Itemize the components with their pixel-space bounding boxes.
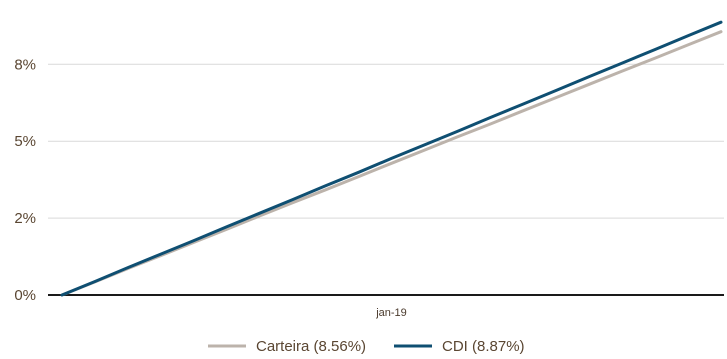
x-tick-label: jan-19 — [375, 307, 407, 319]
legend-label: CDI (8.87%) — [442, 338, 525, 355]
y-tick-label: 2% — [14, 210, 36, 227]
grid-lines — [48, 63, 724, 219]
y-tick-label: 5% — [14, 133, 36, 150]
series-lines — [60, 20, 723, 297]
y-tick-label: 0% — [14, 287, 36, 304]
y-tick-label: 8% — [14, 56, 36, 73]
y-axis-ticks: 0% 2% 5% 8% — [14, 56, 36, 304]
legend: Carteira (8.56%) CDI (8.87%) — [208, 338, 525, 355]
series-line-2 — [60, 20, 723, 297]
legend-label: Carteira (8.56%) — [256, 338, 366, 355]
